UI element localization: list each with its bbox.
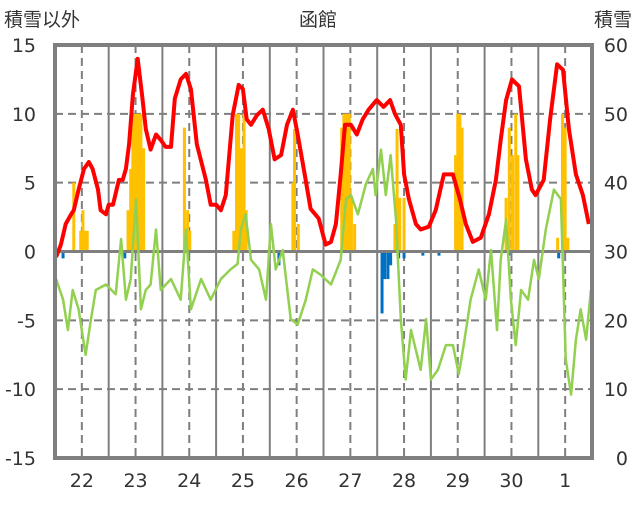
x-tick: 29 (446, 470, 470, 492)
red-line (54, 56, 591, 258)
orange-bar (242, 113, 246, 252)
orange-bar (81, 210, 85, 252)
orange-bar (563, 127, 567, 252)
orange-bar (349, 196, 353, 252)
orange-bar (72, 182, 76, 252)
y-tick-left: 5 (24, 173, 36, 195)
right-axis-label: 積雪 (594, 9, 632, 31)
orange-bar (79, 230, 83, 252)
x-tick: 24 (177, 470, 201, 492)
blue-bar (123, 251, 127, 259)
orange-bar (347, 113, 351, 252)
orange-bar (556, 237, 560, 252)
orange-bar (134, 113, 138, 252)
orange-bar (186, 210, 190, 252)
blue-bar (437, 251, 441, 256)
y-tick-right: 50 (604, 104, 628, 126)
y-tick-right: 10 (604, 379, 628, 401)
x-tick: 30 (499, 470, 523, 492)
chart-title: 函館 (299, 9, 337, 31)
orange-bar (456, 113, 460, 252)
y-tick-left: 0 (24, 242, 36, 264)
orange-bar (232, 230, 236, 252)
orange-bar (182, 127, 186, 252)
x-tick: 25 (231, 470, 255, 492)
orange-bar (126, 210, 130, 252)
orange-bar (353, 223, 357, 252)
orange-bar (345, 113, 349, 252)
blue-bar (557, 251, 561, 259)
left-axis-label: 積雪以外 (4, 9, 80, 31)
orange-bar (458, 113, 462, 252)
orange-bar (293, 128, 297, 252)
blue-bar (386, 251, 390, 280)
y-tick-right: 60 (604, 35, 628, 57)
orange-bar (398, 197, 402, 252)
y-tick-left: -15 (5, 448, 36, 470)
y-tick-right: 0 (616, 448, 628, 470)
x-tick: 27 (338, 470, 362, 492)
blue-bar (383, 251, 387, 280)
orange-bar (235, 113, 239, 252)
blue-bar (402, 251, 406, 259)
y-tick-left: 10 (12, 104, 36, 126)
blue-bar (421, 251, 425, 256)
orange-bar (511, 155, 515, 252)
orange-bar (237, 113, 241, 252)
blue-bar (389, 251, 393, 266)
x-tick: 26 (285, 470, 309, 492)
x-tick: 22 (70, 470, 94, 492)
orange-bar (342, 113, 346, 252)
orange-bar (85, 230, 89, 252)
blue-bar (61, 251, 65, 259)
x-tick: 23 (123, 470, 147, 492)
orange-bar (566, 237, 570, 252)
orange-bar (402, 197, 406, 252)
orange-bar (340, 127, 344, 252)
blue-bar (380, 251, 384, 314)
orange-bar (514, 113, 518, 252)
y-tick-right: 20 (604, 310, 628, 332)
orange-bar (188, 230, 192, 252)
orange-bar (129, 168, 133, 252)
orange-bar (460, 127, 464, 252)
green-line (54, 148, 593, 396)
bars (61, 113, 570, 314)
orange-bar (393, 223, 397, 252)
orange-bar (516, 155, 520, 252)
orange-bar (244, 210, 248, 252)
plot-border (53, 43, 594, 460)
orange-bar (560, 113, 564, 252)
orange-bar (131, 113, 135, 252)
y-tick-right: 30 (604, 242, 628, 264)
orange-bar (395, 128, 399, 252)
orange-bar (507, 127, 511, 252)
orange-bar (139, 113, 143, 252)
y-tick-left: 15 (12, 35, 36, 57)
y-tick-left: -10 (5, 379, 36, 401)
orange-bar (83, 230, 87, 252)
orange-bar (136, 113, 140, 252)
orange-bar (239, 148, 243, 252)
y-tick-left: -5 (17, 310, 36, 332)
x-tick: 28 (392, 470, 416, 492)
orange-bar (454, 155, 458, 252)
y-tick-right: 40 (604, 173, 628, 195)
orange-bar (291, 182, 295, 252)
orange-bar (142, 148, 146, 252)
orange-bar (296, 223, 300, 252)
x-tick: 1 (559, 470, 571, 492)
